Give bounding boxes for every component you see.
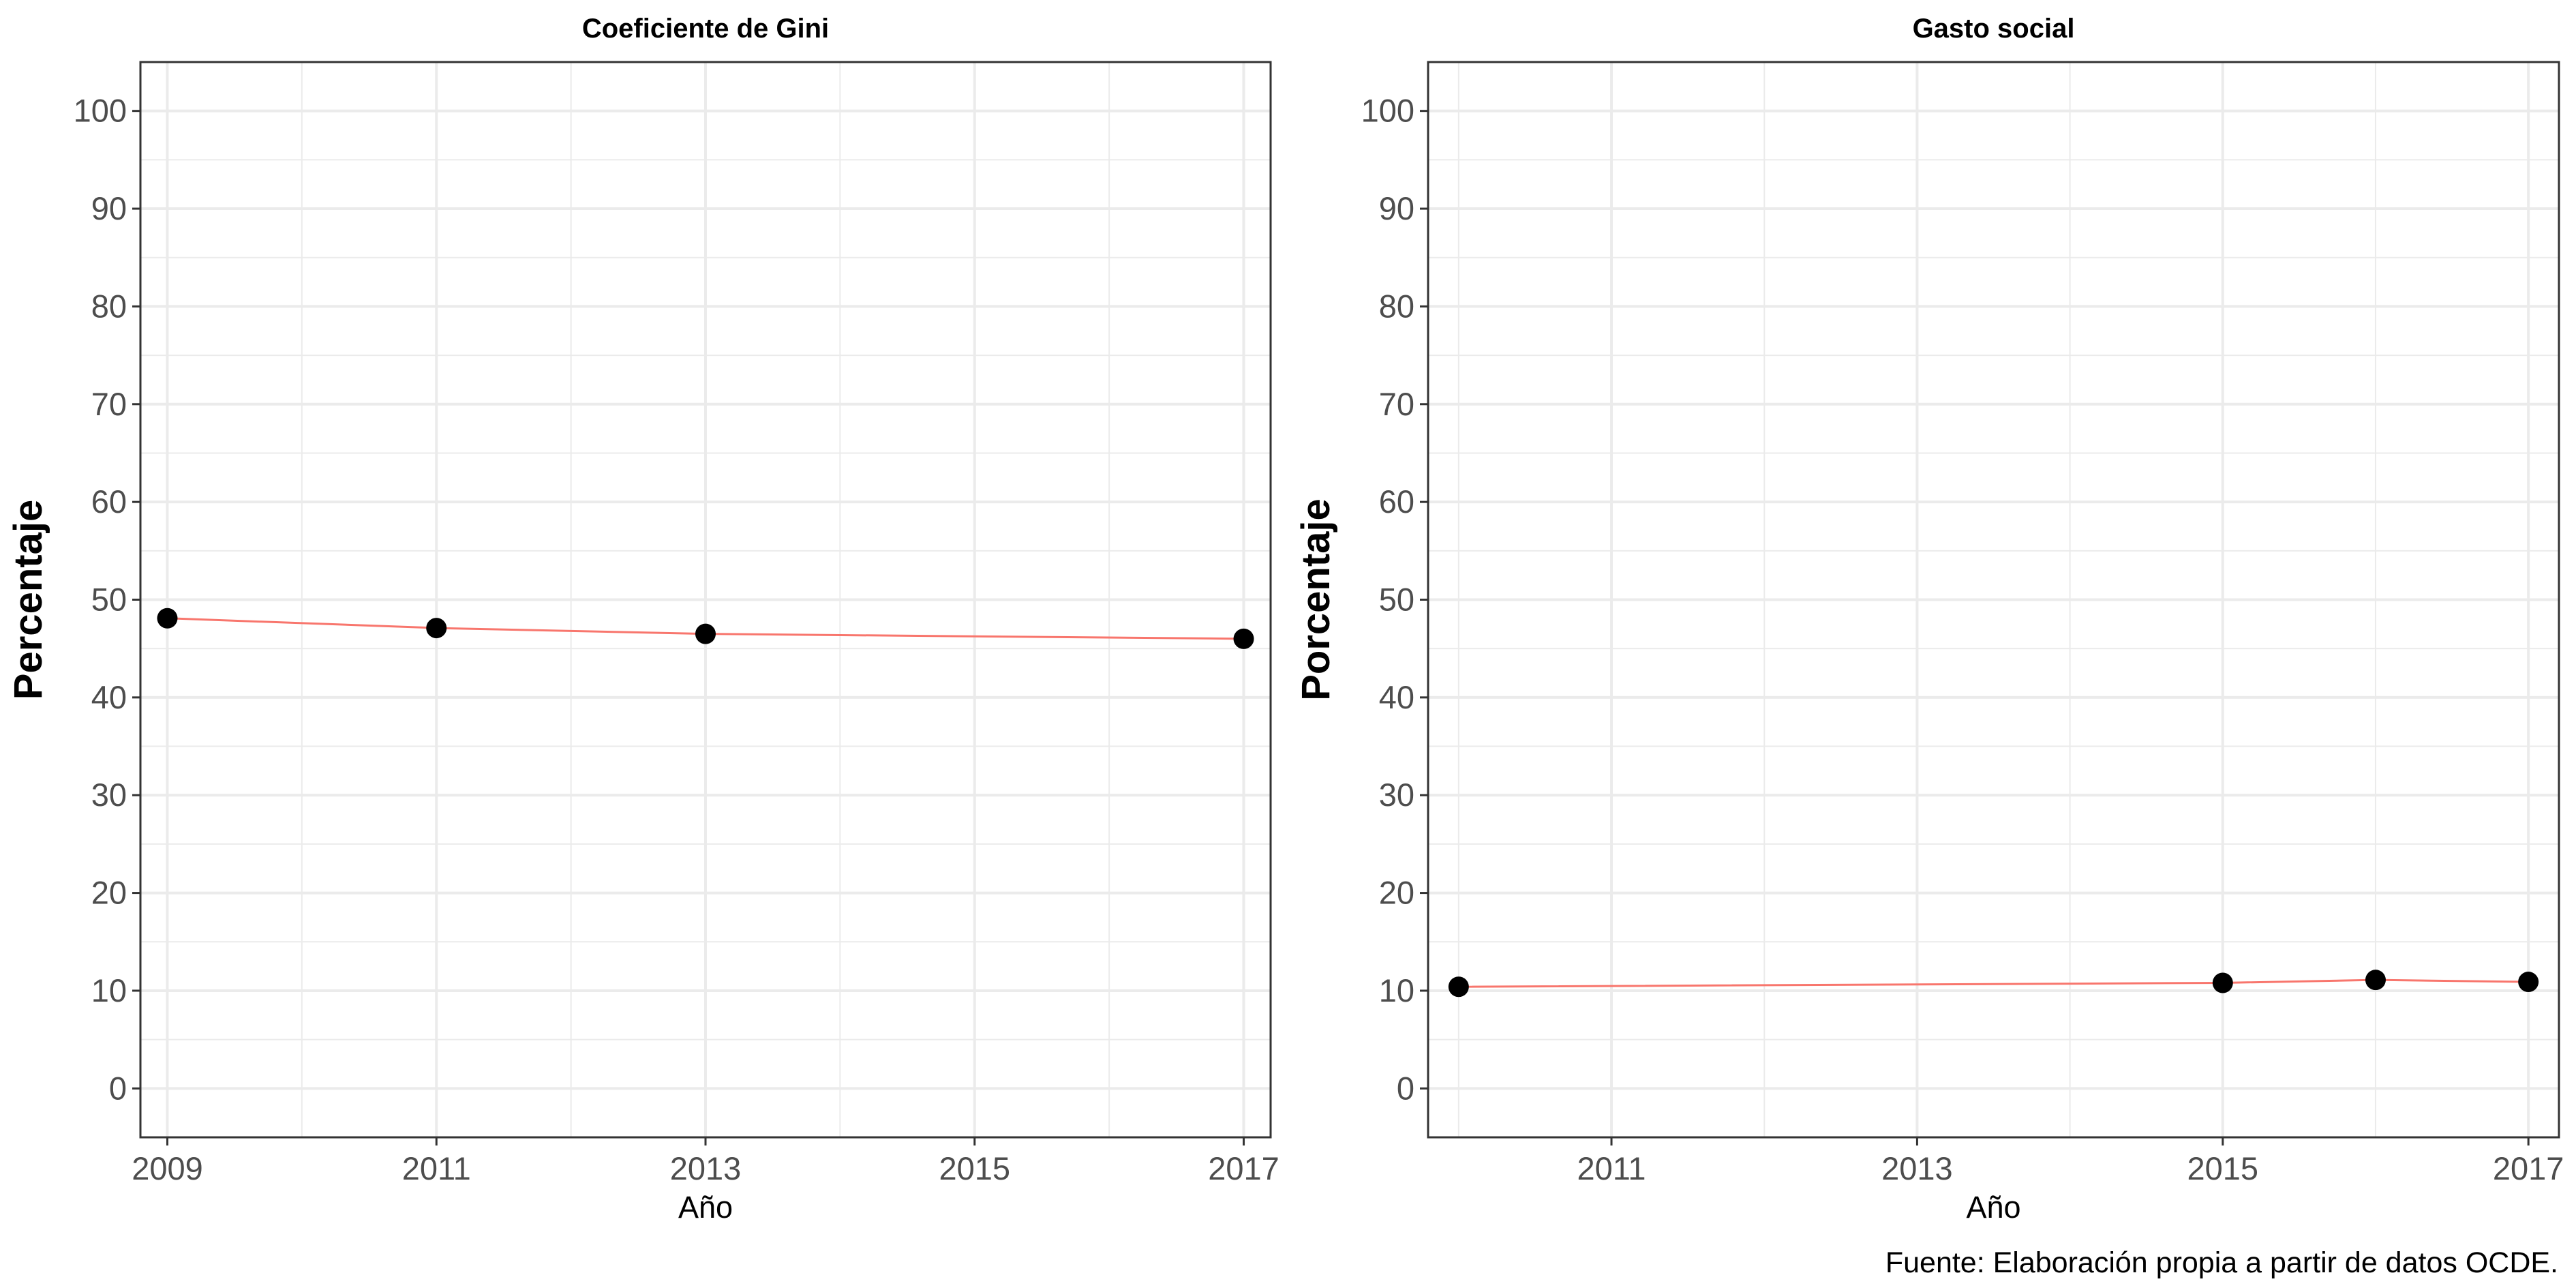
x-tick-label: 2013 — [670, 1150, 742, 1186]
y-tick-label: 0 — [1397, 1070, 1414, 1106]
y-tick-label: 60 — [1379, 483, 1414, 520]
y-tick-label: 0 — [109, 1070, 127, 1106]
y-tick-label: 20 — [91, 875, 127, 911]
y-tick-label: 50 — [1379, 582, 1414, 618]
chart-title: Coeficiente de Gini — [582, 14, 829, 44]
series-line — [1458, 978, 2529, 988]
y-tick-label: 80 — [1379, 288, 1414, 324]
x-tick-label: 2013 — [1881, 1150, 1953, 1186]
data-point — [157, 608, 178, 629]
y-axis-label: Percentaje — [6, 500, 50, 700]
y-tick-label: 100 — [1361, 93, 1414, 129]
y-axis-label: Porcentaje — [1294, 498, 1338, 701]
data-point — [1233, 628, 1254, 649]
x-tick-label: 2009 — [132, 1150, 203, 1186]
y-tick-label: 70 — [91, 386, 127, 422]
y-tick-label: 10 — [91, 972, 127, 1008]
y-tick-label: 50 — [91, 582, 127, 618]
y-tick-label: 90 — [1379, 190, 1414, 226]
data-point — [2365, 970, 2386, 991]
y-tick-label: 30 — [91, 777, 127, 813]
x-tick-label: 2011 — [402, 1150, 471, 1186]
y-tick-label: 70 — [1379, 386, 1414, 422]
y-tick-label: 80 — [91, 288, 127, 324]
x-tick-label: 2017 — [1208, 1150, 1279, 1186]
x-tick-label: 2015 — [939, 1150, 1010, 1186]
chart-title: Gasto social — [1913, 14, 2075, 44]
source-caption: Fuente: Elaboración propia a partir de d… — [1885, 1246, 2558, 1279]
y-tick-label: 40 — [1379, 679, 1414, 715]
y-tick-label: 60 — [91, 483, 127, 520]
y-tick-label: 20 — [1379, 875, 1414, 911]
chart-panel-1: 0 10 20 30 40 50 60 70 80 90 100 2009 2011 2013 2015 20… — [6, 14, 1279, 1225]
y-tick-label: 100 — [74, 93, 127, 129]
data-point — [426, 618, 447, 639]
series-line — [167, 617, 1244, 640]
data-point — [695, 623, 716, 644]
x-tick-label: 2017 — [2493, 1150, 2564, 1186]
x-tick-label: 2015 — [2187, 1150, 2259, 1186]
data-point — [2212, 972, 2233, 993]
data-point — [2518, 972, 2539, 993]
data-point — [1448, 976, 1469, 998]
y-tick-label: 30 — [1379, 777, 1414, 813]
x-axis-label: Año — [678, 1190, 733, 1225]
x-axis-label: Año — [1966, 1190, 2020, 1225]
y-tick-label: 40 — [91, 679, 127, 715]
y-tick-label: 10 — [1379, 972, 1414, 1008]
y-tick-label: 90 — [91, 190, 127, 226]
chart-panel-2: 0 10 20 30 40 50 60 70 80 90 100 2011 2013 2015 2017 Ga… — [1294, 14, 2564, 1225]
x-tick-label: 2011 — [1577, 1150, 1646, 1186]
